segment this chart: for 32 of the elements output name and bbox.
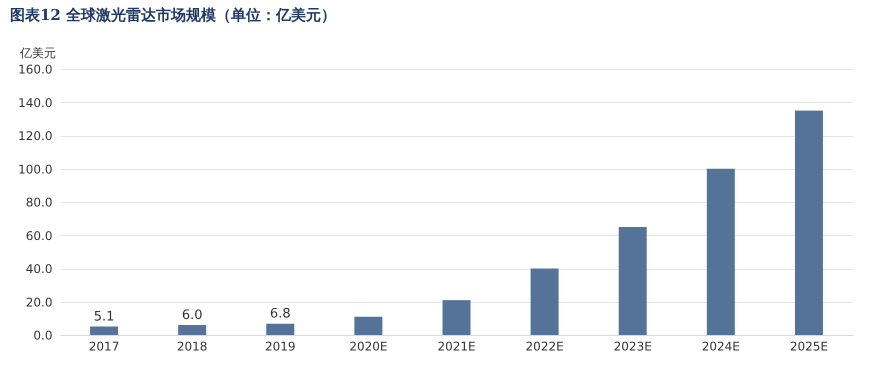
y-axis-title: 亿美元 [19, 46, 56, 60]
x-tick-label: 2023E [614, 340, 652, 354]
bar [618, 226, 647, 335]
data-label: 6.0 [182, 308, 203, 324]
bar [530, 268, 559, 335]
x-tick-label: 2018 [176, 340, 208, 354]
y-tick-label: 120.0 [18, 129, 52, 143]
y-tick-label: 20.0 [26, 295, 52, 310]
y-tick-label: 160.0 [18, 62, 52, 76]
y-tick-label: 100.0 [18, 162, 52, 176]
y-tick-label: 60.0 [26, 228, 52, 243]
bar [354, 316, 382, 335]
x-tick-label: 2017 [88, 340, 120, 354]
x-tick-label: 2020E [349, 340, 388, 354]
x-tick-label: 2024E [702, 340, 740, 354]
bar [442, 300, 470, 335]
data-label: 5.1 [94, 310, 114, 325]
bar [794, 110, 823, 335]
y-tick-label: 40.0 [26, 262, 52, 276]
y-tick-label: 0.0 [33, 328, 52, 342]
chart-title: 图表12 全球激光雷达市场规模（单位：亿美元） [10, 6, 336, 24]
bar [266, 324, 294, 335]
x-tick-label: 2025E [790, 340, 828, 354]
bar [90, 326, 118, 335]
x-tick-label: 2022E [526, 340, 564, 354]
data-label: 6.8 [270, 306, 291, 322]
y-tick-label: 140.0 [18, 96, 52, 110]
y-tick-label: 80.0 [26, 196, 52, 210]
bar [706, 168, 735, 335]
x-tick-label: 2019 [265, 340, 296, 354]
bar [178, 325, 206, 335]
x-tick-label: 2021E [437, 340, 476, 354]
